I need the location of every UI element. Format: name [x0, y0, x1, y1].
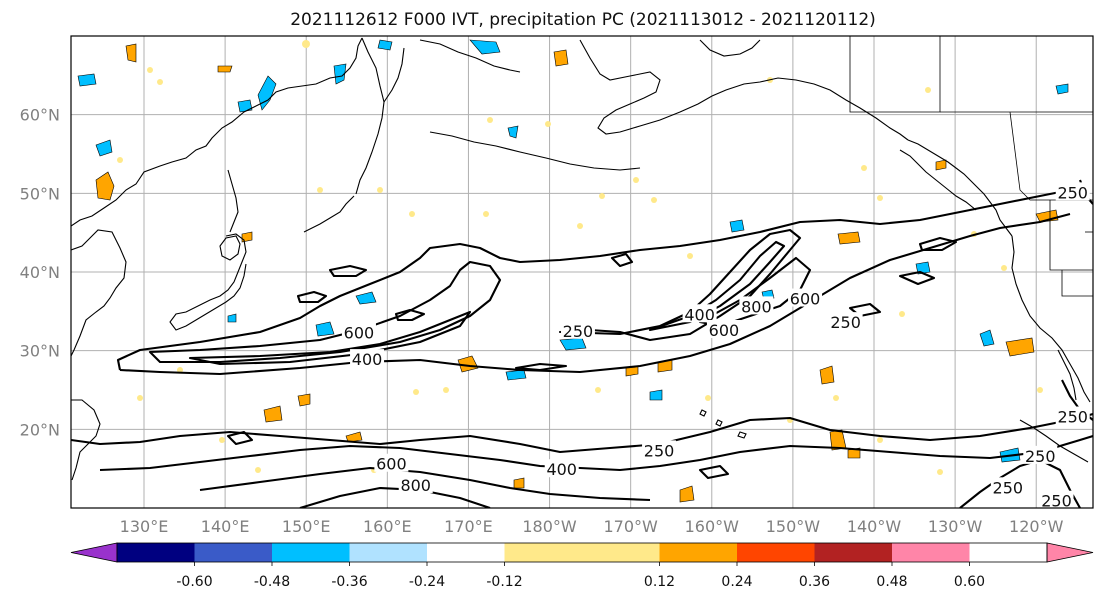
lon-tick-label: 170°E — [444, 517, 493, 536]
lon-tick-label: 150°E — [282, 517, 331, 536]
contour-label-bg — [739, 296, 774, 315]
map-frame — [70, 35, 1094, 509]
contour-label: 400 — [684, 305, 715, 324]
contour-label-bg — [990, 477, 1025, 496]
contour-label-bg — [1055, 406, 1090, 425]
lon-tick-label: 180°W — [522, 517, 577, 536]
contour-label: 800 — [741, 297, 772, 316]
longitude-tick-labels: 130°E 140°E 150°E 160°E 170°E 180°W 170°W 160°W… — [120, 517, 1064, 536]
colorbar-bin — [737, 543, 815, 562]
lon-tick-label: 140°E — [201, 517, 250, 536]
contour-label-bg — [560, 320, 595, 339]
lat-tick-label: 50°N — [20, 184, 60, 203]
colorbar-bin — [659, 543, 737, 562]
figure-title: 2021112612 F000 IVT, precipitation PC (2… — [290, 10, 876, 30]
lon-tick-label: 140°W — [847, 517, 902, 536]
contour-label-bg — [350, 349, 385, 368]
colorbar-bin — [892, 543, 970, 562]
lon-tick-label: 160°W — [685, 517, 740, 536]
colorbar-tick-label: -0.24 — [409, 574, 445, 590]
colorbar-outline — [116, 542, 1048, 563]
precipitation-pc-shading — [77, 39, 1069, 503]
contour-label: 400 — [546, 460, 577, 479]
colorbar-bin — [349, 543, 427, 562]
colorbar-over-extension — [1046, 542, 1094, 563]
contour-label-bg — [1055, 182, 1090, 201]
colorbar-tick-label: 0.24 — [721, 574, 752, 590]
colorbar-bin — [814, 543, 892, 562]
contour-label-bg — [706, 320, 741, 338]
contour-label: 250 — [993, 478, 1024, 497]
contour-label: 250 — [563, 322, 594, 341]
colorbar-bin — [504, 543, 660, 562]
colorbar-under-extension — [70, 542, 118, 563]
contour-label-bg — [374, 453, 409, 472]
contour-label: 800 — [400, 476, 431, 495]
colorbar-tick-label: 0.48 — [876, 574, 907, 590]
latitude-tick-labels: 20°N 30°N 40°N 50°N 60°N — [20, 106, 60, 440]
colorbar-tick-label: 0.12 — [644, 574, 675, 590]
lon-tick-label: 160°E — [363, 517, 412, 536]
contour-label-bg — [1023, 445, 1058, 464]
lon-tick-label: 150°W — [766, 517, 821, 536]
contour-label: 400 — [352, 350, 383, 369]
colorbar-tick-label: -0.12 — [486, 574, 522, 590]
coastlines — [71, 37, 1091, 481]
colorbar-tick-label: 0.60 — [954, 574, 985, 590]
contour-label-bg — [682, 304, 717, 323]
contour-label: 250 — [1041, 492, 1072, 511]
contour-label-bg — [642, 440, 677, 459]
colorbar-legend: -0.60 -0.48 -0.36 -0.24 -0.12 0.12 0.24 0.36 0.4… — [70, 542, 1094, 590]
colorbar-bin — [272, 543, 350, 562]
colorbar-tick-label: -0.36 — [331, 574, 367, 590]
contour-label: 250 — [1057, 183, 1088, 202]
colorbar-tick-label: 0.36 — [799, 574, 830, 590]
lon-tick-label: 170°W — [603, 517, 658, 536]
contour-label: 250 — [830, 313, 861, 332]
contour-label-bg — [398, 474, 433, 493]
contour-label-bg — [341, 322, 376, 341]
contour-label: 250 — [1025, 447, 1056, 466]
colorbar-tick-label: -0.48 — [254, 574, 290, 590]
contour-label: 600 — [376, 455, 407, 474]
lat-tick-label: 40°N — [20, 263, 60, 282]
contour-label-bg — [828, 312, 863, 331]
lat-tick-label: 30°N — [20, 342, 60, 361]
contour-label: 250 — [644, 441, 675, 460]
colorbar-tick-label: -0.60 — [176, 574, 212, 590]
contour-label: 600 — [344, 323, 375, 342]
colorbar-bin — [427, 543, 505, 562]
contour-label-bg — [1039, 490, 1074, 508]
contour-label: 600 — [790, 290, 821, 309]
contour-label-bg — [544, 459, 579, 478]
lat-tick-label: 20°N — [20, 420, 60, 439]
lon-tick-label: 120°W — [1009, 517, 1064, 536]
contour-label: 600 — [709, 321, 740, 340]
contour-label-bg — [788, 288, 823, 307]
graticule — [71, 36, 1093, 508]
colorbar-bin — [194, 543, 272, 562]
lon-tick-label: 130°W — [928, 517, 983, 536]
contour-label: 250 — [1057, 408, 1088, 427]
colorbar-bin — [117, 543, 195, 562]
lat-tick-label: 60°N — [20, 106, 60, 125]
lon-tick-label: 130°E — [120, 517, 169, 536]
